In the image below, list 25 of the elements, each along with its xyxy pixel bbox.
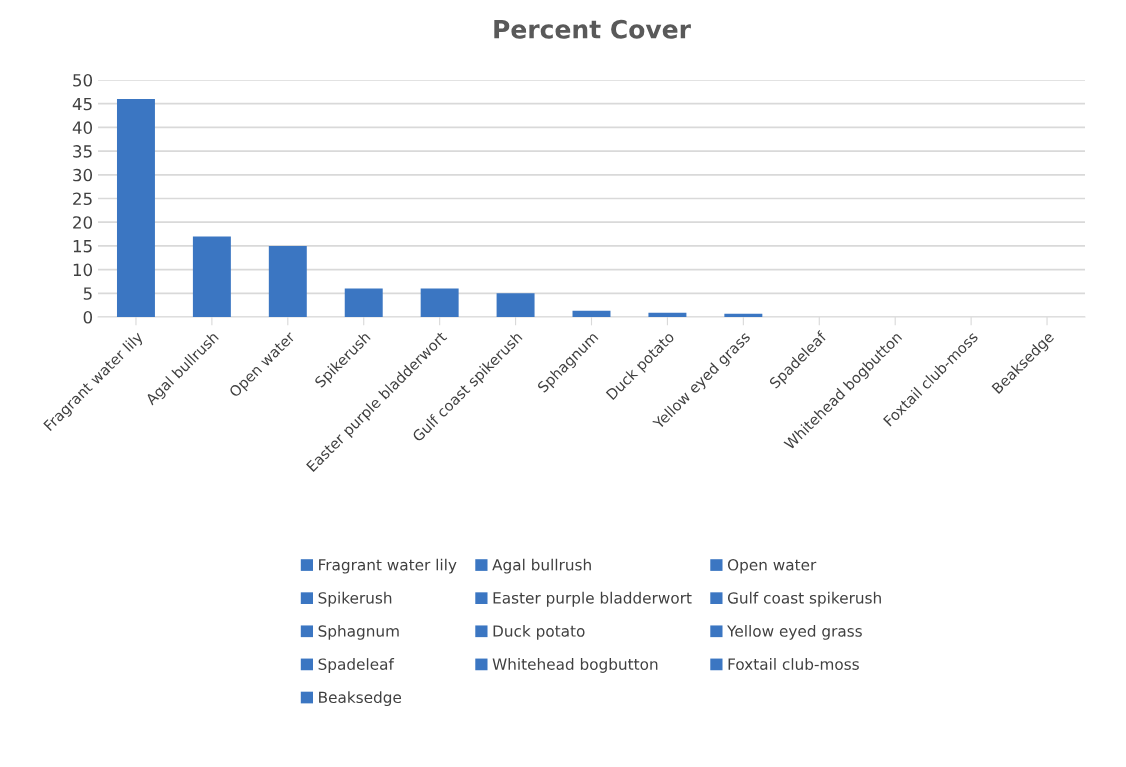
y-tick-label: 15 <box>73 240 92 253</box>
chart-title: Percent Cover <box>494 19 691 39</box>
legend-label: Spikerush <box>318 591 392 607</box>
legend-label: Yellow eyed grass <box>727 624 862 640</box>
legend-label: Whitehead bogbutton <box>492 658 658 673</box>
legend-label: Foxtail club-moss <box>728 658 859 670</box>
y-tick-label: 5 <box>83 287 92 300</box>
legend-label: Gulf coast spikerush <box>727 591 881 607</box>
y-tick-label: 50 <box>73 73 93 87</box>
y-tick-label: 0 <box>83 310 93 324</box>
legend-label: Fragrant water lily <box>319 558 457 574</box>
y-tick-label: 45 <box>72 97 92 111</box>
y-tick-label: 35 <box>73 145 92 158</box>
y-tick-label: 40 <box>72 121 93 134</box>
legend-label: Easter purple bladderwort <box>493 591 692 607</box>
legend-label: Sphagnum <box>318 624 399 640</box>
legend-label: Duck potato <box>493 624 585 640</box>
legend-label: Spadeleaf <box>318 658 395 673</box>
legend-label: Open water <box>727 559 817 574</box>
y-tick-label: 10 <box>73 263 93 277</box>
y-tick-label: 30 <box>73 168 93 182</box>
legend-label: Beaksedge <box>319 691 402 707</box>
y-tick-label: 20 <box>73 216 93 229</box>
y-tick-label: 25 <box>73 192 92 206</box>
legend-label: Agal bullrush <box>492 558 591 574</box>
